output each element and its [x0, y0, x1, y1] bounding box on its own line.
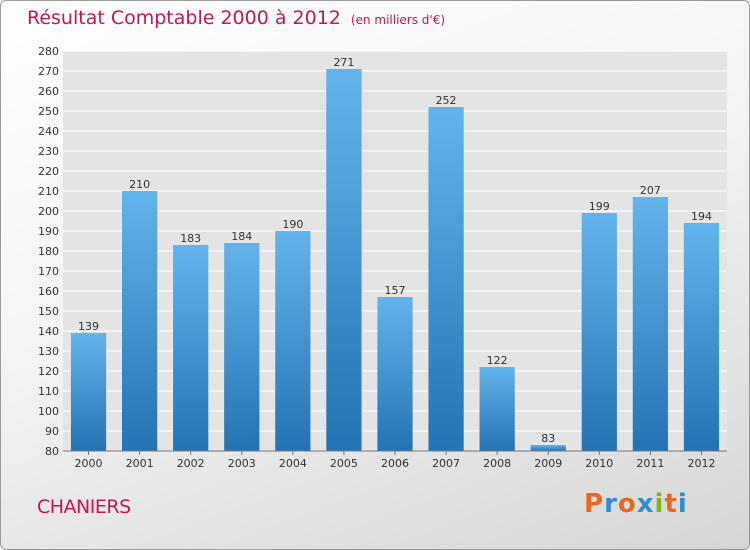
y-tick-label: 120	[38, 365, 59, 378]
bar-2004	[275, 231, 311, 451]
x-tick-label: 2004	[279, 457, 307, 470]
chart-title-text: Résultat Comptable 2000 à 2012	[27, 7, 341, 29]
y-tick-label: 250	[38, 105, 59, 118]
y-tick-label: 190	[38, 225, 59, 238]
bar-value-label: 122	[487, 354, 508, 367]
y-tick-label: 160	[38, 285, 59, 298]
x-tick-label: 2012	[687, 457, 715, 470]
bar-value-label: 190	[282, 218, 303, 231]
bar-2011	[632, 197, 669, 451]
y-axis-ticks: 80 90 100 110 120 130 140 150 160 170 180 190 200 210…	[38, 45, 59, 458]
y-tick-label: 280	[38, 45, 59, 58]
x-tick-label: 2001	[126, 457, 154, 470]
x-tick-label: 2010	[585, 457, 613, 470]
bar-value-label: 184	[231, 230, 252, 243]
y-tick-label: 180	[38, 245, 59, 258]
bar-value-label: 271	[333, 56, 354, 69]
proxiti-logo: Proxiti	[584, 489, 688, 519]
bar-2008	[479, 367, 515, 451]
chart-title: Résultat Comptable 2000 à 2012 (en millie…	[27, 7, 445, 29]
bar-value-label: 194	[691, 210, 712, 223]
y-tick-label: 90	[45, 425, 59, 438]
bar-2010	[581, 213, 617, 451]
bar-2003	[224, 243, 260, 451]
y-tick-label: 130	[38, 345, 59, 358]
x-tick-label: 2003	[228, 457, 256, 470]
logo-letter: P	[584, 489, 605, 519]
bar-value-label: 210	[129, 178, 150, 191]
x-tick-label: 2011	[636, 457, 664, 470]
logo-letter: i	[654, 489, 665, 519]
logo-letter: r	[604, 489, 618, 519]
y-tick-label: 200	[38, 205, 59, 218]
y-tick-label: 220	[38, 165, 59, 178]
y-tick-label: 100	[38, 405, 59, 418]
logo-letter: t	[664, 489, 678, 519]
bar-value-label: 139	[78, 320, 99, 333]
bar-2009	[530, 445, 566, 451]
logo-letter: x	[636, 489, 655, 519]
bar-2001	[121, 191, 158, 451]
bar-2005	[326, 69, 362, 451]
logo-letter: i	[677, 489, 688, 519]
logo-letter: o	[617, 489, 637, 519]
y-tick-label: 140	[38, 325, 59, 338]
bar-2012	[683, 223, 720, 451]
bar-value-label: 157	[385, 284, 406, 297]
x-tick-label: 2007	[432, 457, 460, 470]
bar-2002	[173, 245, 209, 451]
x-tick-label: 2009	[534, 457, 562, 470]
y-tick-label: 170	[38, 265, 59, 278]
bar-value-label: 83	[541, 432, 555, 445]
place-name: CHANIERS	[37, 496, 131, 518]
y-tick-label: 110	[38, 385, 59, 398]
bar-value-label: 183	[180, 232, 201, 245]
x-axis-ticks: 2000 2001 2002 2003 2004 2005 2006 2007 2008 2009…	[75, 451, 715, 470]
bar-2007	[428, 107, 464, 451]
x-tick-label: 2002	[177, 457, 205, 470]
y-tick-label: 270	[38, 65, 59, 78]
bars-group: 139 210 183 184 190 271 157 252 122 83 199 207 194	[70, 56, 720, 451]
bar-value-label: 207	[640, 184, 661, 197]
y-tick-label: 260	[38, 85, 59, 98]
bar-2006	[377, 297, 413, 451]
x-tick-label: 2000	[75, 457, 103, 470]
x-tick-label: 2006	[381, 457, 409, 470]
x-tick-label: 2005	[330, 457, 358, 470]
bar-value-label: 252	[436, 94, 457, 107]
y-tick-label: 230	[38, 145, 59, 158]
chart-subtitle: (en milliers d'€)	[350, 13, 446, 27]
bar-2000	[70, 333, 107, 451]
bar-value-label: 199	[589, 200, 610, 213]
y-tick-label: 150	[38, 305, 59, 318]
x-tick-label: 2008	[483, 457, 511, 470]
y-tick-label: 240	[38, 125, 59, 138]
y-tick-label: 210	[38, 185, 59, 198]
y-tick-label: 80	[45, 445, 59, 458]
